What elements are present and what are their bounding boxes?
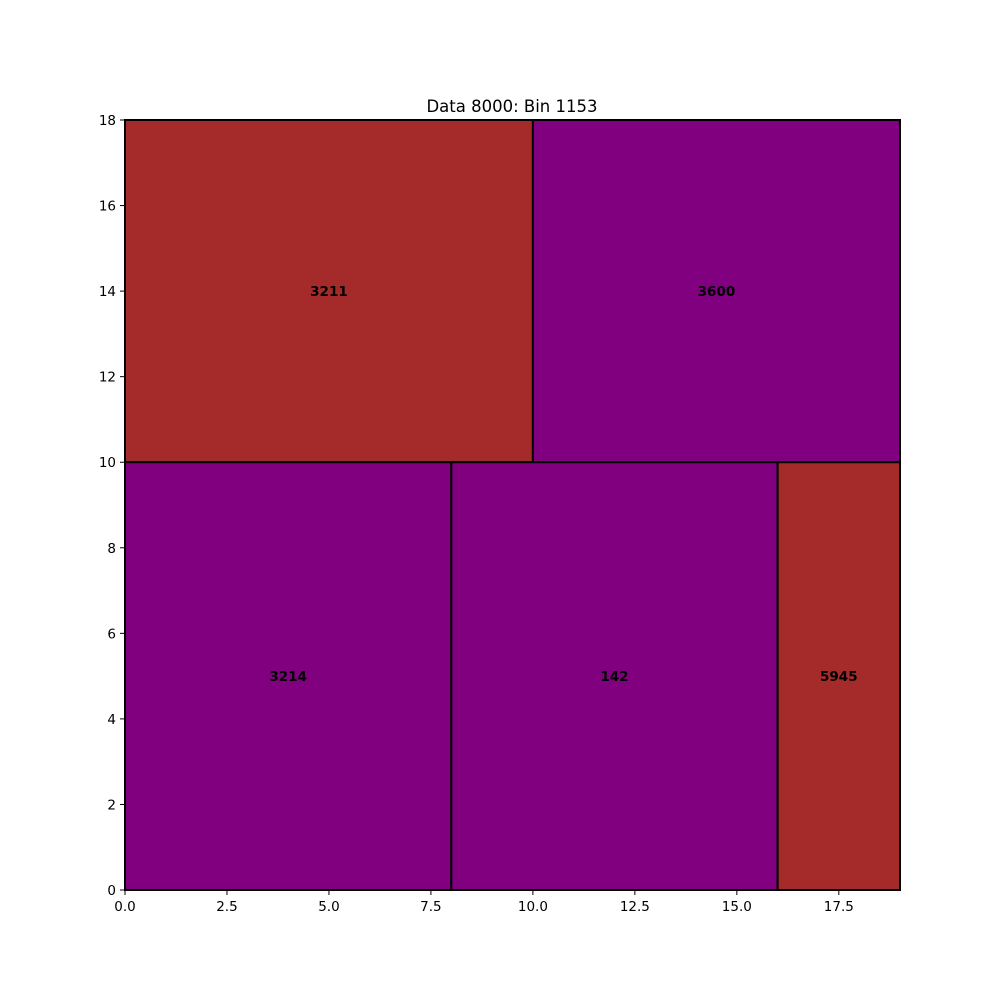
- y-tick-label: 12: [99, 370, 116, 386]
- y-tick-label: 2: [107, 797, 116, 813]
- x-tick-label: 10.0: [518, 899, 548, 915]
- x-tick-label: 15.0: [722, 899, 752, 915]
- y-tick-label: 18: [99, 113, 116, 129]
- x-tick-label: 0.0: [114, 899, 135, 915]
- x-tick-label: 5.0: [318, 899, 339, 915]
- axes-layer: 0.0 2.5 5.0 7.5 10.0 12.5 15.0 17.5 0 2 4 6 8 10 12 14 1…: [99, 113, 901, 915]
- y-tick-label: 8: [107, 541, 116, 557]
- rect-label-3214: 3214: [269, 669, 307, 685]
- axes-frame: [124, 119, 901, 891]
- rectangles-layer: [124, 119, 902, 891]
- rect-labels-layer: 3211 3600 3214 142 5945: [269, 284, 857, 685]
- rect-label-3211: 3211: [310, 284, 348, 300]
- rect-label-3600: 3600: [698, 284, 736, 300]
- x-tick-label: 12.5: [620, 899, 650, 915]
- treemap-rect-3214: [124, 461, 453, 891]
- y-tick-label: 0: [107, 883, 116, 899]
- treemap-rect-3211: [124, 119, 534, 464]
- rect-label-142: 142: [600, 669, 628, 685]
- treemap-rect-142: [450, 461, 779, 891]
- x-tick-label: 7.5: [420, 899, 441, 915]
- y-tick-label: 4: [107, 712, 116, 728]
- treemap-rect-3600: [531, 119, 901, 464]
- y-tick-label: 14: [99, 284, 116, 300]
- y-tick-label: 6: [107, 626, 116, 642]
- x-tick-label: 2.5: [216, 899, 237, 915]
- y-tick-label: 16: [99, 199, 116, 215]
- y-tick-label: 10: [99, 455, 116, 471]
- treemap-rect-5945: [776, 461, 902, 891]
- x-tick-label: 17.5: [824, 899, 854, 915]
- chart-title: Data 8000: Bin 1153: [426, 97, 597, 116]
- rect-label-5945: 5945: [820, 669, 858, 685]
